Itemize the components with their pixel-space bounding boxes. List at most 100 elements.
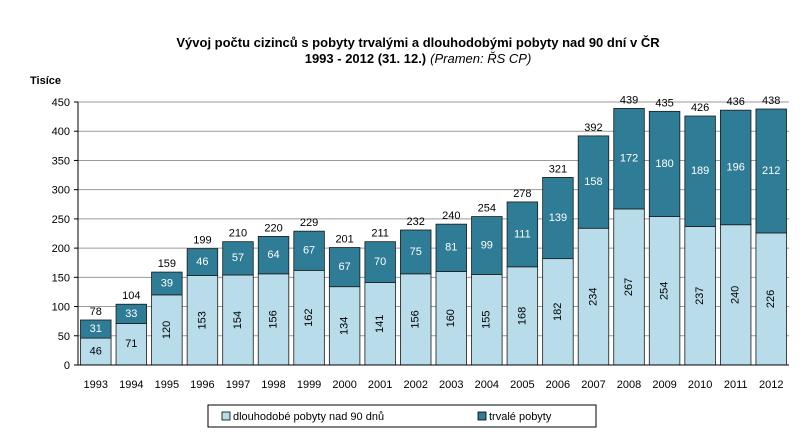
bar-permanent-1993 (80, 319, 112, 339)
data-label-permanent: 212 (762, 165, 780, 177)
data-label-permanent: 57 (232, 252, 244, 264)
chart-subtitle: 1993 - 2012 (31. 12.) (Pramen: ŘS CP) (305, 51, 532, 66)
data-label-permanent: 99 (481, 239, 493, 251)
data-label-long-term: 134 (339, 317, 351, 335)
x-axis-ticks: 1993 1994 1995 1996 1997 1998 1999 2000 2001 2002… (78, 364, 789, 391)
x-tick-label: 2004 (475, 379, 499, 391)
y-axis-label: Tisíce (30, 75, 61, 87)
y-tick-label: 350 (52, 155, 70, 167)
y-tick-label: 100 (52, 302, 70, 314)
bar-permanent-1999 (293, 230, 325, 271)
x-tick-label: 2011 (724, 379, 748, 391)
data-label-permanent: 75 (410, 246, 422, 258)
data-label-total: 220 (264, 222, 282, 234)
bar-long-term-2002 (400, 273, 432, 366)
data-label-total: 159 (158, 258, 176, 270)
bar-permanent-2011 (719, 109, 752, 226)
y-tick-label: 300 (52, 185, 70, 197)
bar-long-term-2008 (613, 208, 645, 366)
legend-label-permanent: trvalé pobyty (489, 411, 552, 423)
chart-subtitle-years: 1993 - 2012 (31. 12.) (305, 51, 426, 66)
data-label-total: 254 (478, 203, 496, 215)
data-label-permanent: 39 (161, 277, 173, 289)
x-tick-label: 2006 (546, 379, 570, 391)
data-label-long-term: 237 (694, 287, 706, 305)
x-tick-label: 2005 (510, 379, 534, 391)
data-label-total: 435 (655, 97, 673, 109)
data-label-total: 439 (620, 94, 638, 106)
chart-subtitle-source: (Pramen: ŘS CP) (430, 51, 531, 66)
data-label-permanent: 81 (445, 242, 457, 254)
bar-long-term-2004 (471, 274, 503, 366)
data-label-total: 321 (549, 163, 567, 175)
x-tick-label: 2007 (581, 379, 605, 391)
x-tick-label: 1995 (155, 379, 179, 391)
bar-long-term-2009 (648, 216, 681, 366)
x-tick-label: 2009 (652, 379, 676, 391)
x-tick-label: 2010 (688, 379, 712, 391)
data-label-permanent: 67 (339, 261, 351, 273)
data-label-permanent: 111 (514, 228, 531, 240)
legend-frame (207, 404, 597, 428)
data-label-total: 436 (726, 96, 744, 108)
bar-permanent-2008 (613, 108, 645, 210)
x-tick-label: 1994 (119, 379, 143, 391)
bar-permanent-2003 (435, 223, 467, 272)
data-label-permanent: 172 (620, 153, 638, 165)
data-label-total: 438 (762, 95, 780, 107)
data-label-permanent: 189 (691, 165, 709, 177)
x-tick-label: 1999 (297, 379, 321, 391)
gridlines (77, 101, 789, 366)
y-axis-ticks: 0 50 100 150 200 250 300 350 400 450 (52, 97, 78, 372)
bar-long-term-1997 (222, 274, 254, 366)
x-tick-label: 1996 (190, 379, 214, 391)
data-label-long-term: 240 (730, 286, 742, 304)
x-tick-label: 2001 (368, 379, 392, 391)
y-tick-label: 150 (52, 272, 70, 284)
x-tick-label: 2003 (439, 379, 463, 391)
data-label-permanent: 67 (303, 245, 315, 257)
bar-permanent-2009 (648, 110, 681, 217)
data-label-permanent: 70 (374, 256, 386, 268)
bar-permanent-1994 (115, 303, 148, 324)
data-label-long-term: 156 (410, 310, 422, 328)
data-label-long-term: 226 (765, 290, 777, 308)
y-tick-label: 400 (52, 126, 70, 138)
bar-permanent-2004 (471, 216, 503, 275)
x-tick-label: 2012 (759, 379, 783, 391)
data-label-long-term: 182 (552, 303, 564, 321)
bar-long-term-2005 (506, 266, 539, 366)
bar-long-term-1999 (293, 269, 325, 366)
bar-permanent-2006 (542, 176, 574, 260)
legend: dlouhodobé pobyty nad 90 dnů trvalé poby… (207, 404, 597, 428)
data-label-total: 104 (122, 290, 140, 302)
data-label-long-term: 154 (232, 311, 244, 329)
data-label-total: 278 (513, 188, 531, 200)
data-label-permanent: 46 (196, 256, 208, 268)
data-label-permanent: 196 (726, 161, 744, 173)
data-label-long-term: 254 (658, 282, 670, 300)
data-label-long-term: 71 (125, 338, 137, 350)
bar-permanent-2001 (364, 241, 396, 283)
bar-long-term-1995 (151, 294, 183, 366)
legend-swatch-long-term (221, 411, 231, 421)
data-label-permanent: 64 (267, 249, 279, 261)
x-tick-label: 1993 (84, 379, 108, 391)
data-label-total: 392 (584, 122, 602, 134)
data-label-total: 232 (407, 216, 425, 228)
data-label-long-term: 267 (623, 278, 635, 296)
bar-long-term-2003 (435, 271, 467, 366)
data-label-permanent: 31 (90, 323, 102, 335)
bar-long-term-2001 (364, 282, 396, 366)
x-tick-label: 1997 (226, 379, 250, 391)
data-label-long-term: 141 (374, 315, 386, 333)
data-label-permanent: 33 (125, 308, 137, 320)
x-tick-label: 2008 (617, 379, 641, 391)
legend-swatch-permanent (477, 411, 487, 421)
bars: 46 31 78 71 33 104 120 39 159 153 46 199 154 57 210 156… (80, 94, 787, 366)
data-label-long-term: 155 (481, 311, 493, 329)
data-label-total: 201 (335, 234, 353, 246)
data-label-permanent: 180 (655, 158, 673, 170)
y-tick-label: 450 (52, 97, 70, 109)
